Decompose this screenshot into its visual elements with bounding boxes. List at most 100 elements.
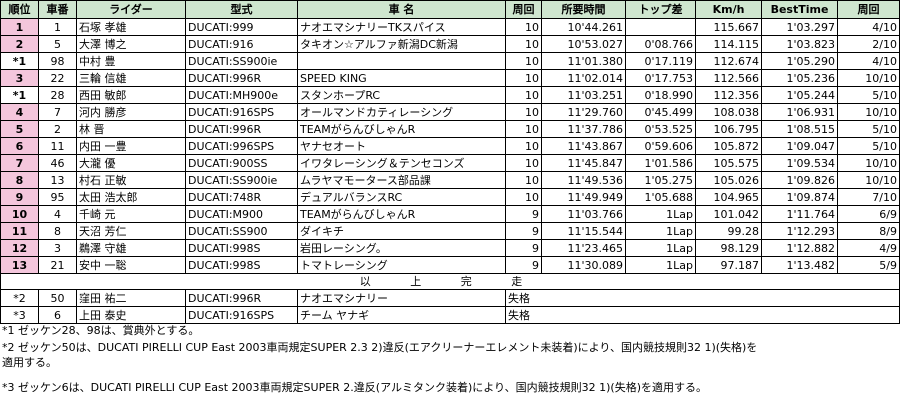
laps-cell: 10 [505, 188, 542, 206]
gap-cell: 0'18.990 [625, 86, 696, 104]
number-cell: 21 [38, 256, 77, 274]
number-cell: 6 [38, 306, 77, 324]
rider-cell: 太田 浩太郎 [76, 188, 186, 206]
rider-cell: 石塚 孝雄 [76, 18, 186, 36]
best-time-cell: 1'05.290 [761, 52, 838, 70]
team-cell: ヤナセオート [297, 137, 506, 155]
gap-cell: 0'17.753 [625, 69, 696, 87]
best-lap-cell: 10/10 [837, 103, 900, 121]
results-table: 順位 車番 ライダー 型式 車 名 周回 所要時間 トップ差 Km/h Best… [0, 0, 900, 324]
laps-cell: 9 [505, 222, 542, 240]
laps-cell: 10 [505, 154, 542, 172]
model-cell: DUCATI:996R [185, 120, 298, 138]
best-time-cell: 1'03.297 [761, 18, 838, 36]
result-row: 12 3 鵜澤 守雄 DUCATI:998S 岩田レーシング。 9 11'23.465 1La… [0, 239, 900, 257]
header-position: 順位 [0, 0, 39, 19]
team-cell: チーム ヤナギ [297, 306, 506, 324]
model-cell: DUCATI:MH900e [185, 86, 298, 104]
number-cell: 1 [38, 18, 77, 36]
completion-row: 以 上 完 走 [0, 273, 900, 290]
note-2: *2 ゼッケン50は、DUCATI PIRELLI CUP East 2003車… [2, 341, 758, 354]
position-cell: 4 [0, 103, 39, 121]
model-cell: DUCATI:999 [185, 18, 298, 36]
best-time-cell: 1'09.047 [761, 137, 838, 155]
position-cell: 7 [0, 154, 39, 172]
header-model: 型式 [185, 0, 298, 19]
note-1: *1 ゼッケン28、98は、賞典外とする。 [2, 324, 200, 337]
laps-cell: 9 [505, 256, 542, 274]
time-cell: 11'49.949 [541, 188, 626, 206]
team-cell: オールマンドカティレーシング [297, 103, 506, 121]
header-rider: ライダー [76, 0, 186, 19]
best-lap-cell: 8/9 [837, 222, 900, 240]
best-time-cell: 1'05.244 [761, 86, 838, 104]
number-cell: 3 [38, 239, 77, 257]
speed-cell: 106.795 [695, 120, 762, 138]
position-cell: 12 [0, 239, 39, 257]
best-time-cell: 1'09.874 [761, 188, 838, 206]
speed-cell: 101.042 [695, 205, 762, 223]
time-cell: 11'03.251 [541, 86, 626, 104]
model-cell: DUCATI:916SPS [185, 306, 298, 324]
model-cell: DUCATI:SS900ie [185, 52, 298, 70]
best-lap-cell: 10/10 [837, 154, 900, 172]
rider-cell: 大澤 博之 [76, 35, 186, 53]
result-row: 9 95 太田 浩太郎 DUCATI:748R デュアルバランスRC 10 11'49.94… [0, 188, 900, 206]
completion-label: 以 上 完 走 [0, 273, 900, 290]
position-cell: 11 [0, 222, 39, 240]
time-cell: 11'43.867 [541, 137, 626, 155]
time-cell: 11'45.847 [541, 154, 626, 172]
header-team: 車 名 [297, 0, 506, 19]
position-cell: 2 [0, 35, 39, 53]
rider-cell: 西田 敏郎 [76, 86, 186, 104]
best-time-cell: 1'06.931 [761, 103, 838, 121]
rider-cell: 天沼 芳仁 [76, 222, 186, 240]
status-cell: 失格 [505, 306, 900, 324]
status-cell: 失格 [505, 289, 900, 307]
speed-cell: 97.187 [695, 256, 762, 274]
best-lap-cell: 6/9 [837, 205, 900, 223]
best-lap-cell: 10/10 [837, 69, 900, 87]
best-lap-cell: 5/9 [837, 256, 900, 274]
position-cell: *1 [0, 86, 39, 104]
time-cell: 10'44.261 [541, 18, 626, 36]
best-lap-cell: 7/10 [837, 188, 900, 206]
result-row: 10 4 千崎 元 DUCATI:M900 TEAMがらんびしゃんR 9 11'03.766… [0, 205, 900, 223]
speed-cell: 115.667 [695, 18, 762, 36]
time-cell: 10'53.027 [541, 35, 626, 53]
speed-cell: 104.965 [695, 188, 762, 206]
time-cell: 11'37.786 [541, 120, 626, 138]
laps-cell: 9 [505, 205, 542, 223]
gap-cell: 0'45.499 [625, 103, 696, 121]
best-time-cell: 1'12.882 [761, 239, 838, 257]
model-cell: DUCATI:SS900 [185, 222, 298, 240]
results-body: 1 1 石塚 孝雄 DUCATI:999 ナオエマシナリーTKスパイス 10 10'44.2… [0, 18, 900, 274]
team-cell: SPEED KING [297, 69, 506, 87]
rider-cell: 林 晋 [76, 120, 186, 138]
laps-cell: 10 [505, 18, 542, 36]
model-cell: DUCATI:998S [185, 256, 298, 274]
time-cell: 11'30.089 [541, 256, 626, 274]
laps-cell: 10 [505, 86, 542, 104]
time-cell: 11'49.536 [541, 171, 626, 189]
team-cell: タキオン☆アルファ新潟DC新潟 [297, 35, 506, 53]
speed-cell: 105.575 [695, 154, 762, 172]
disqualified-body: 以 上 完 走 *2 50 窪田 祐二 DUCATI:996R ナオエマシナリー 失格 *3… [0, 273, 900, 324]
gap-cell: 0'17.119 [625, 52, 696, 70]
best-lap-cell: 4/10 [837, 18, 900, 36]
time-cell: 11'15.544 [541, 222, 626, 240]
laps-cell: 10 [505, 137, 542, 155]
note-2-cont: 適用する。 [2, 356, 57, 369]
model-cell: DUCATI:M900 [185, 205, 298, 223]
model-cell: DUCATI:SS900ie [185, 171, 298, 189]
position-cell: 6 [0, 137, 39, 155]
model-cell: DUCATI:916SPS [185, 103, 298, 121]
speed-cell: 114.115 [695, 35, 762, 53]
team-cell: ダイキチ [297, 222, 506, 240]
speed-cell: 112.674 [695, 52, 762, 70]
team-cell: 岩田レーシング。 [297, 239, 506, 257]
team-cell: TEAMがらんびしゃんR [297, 120, 506, 138]
laps-cell: 10 [505, 69, 542, 87]
position-cell: *1 [0, 52, 39, 70]
